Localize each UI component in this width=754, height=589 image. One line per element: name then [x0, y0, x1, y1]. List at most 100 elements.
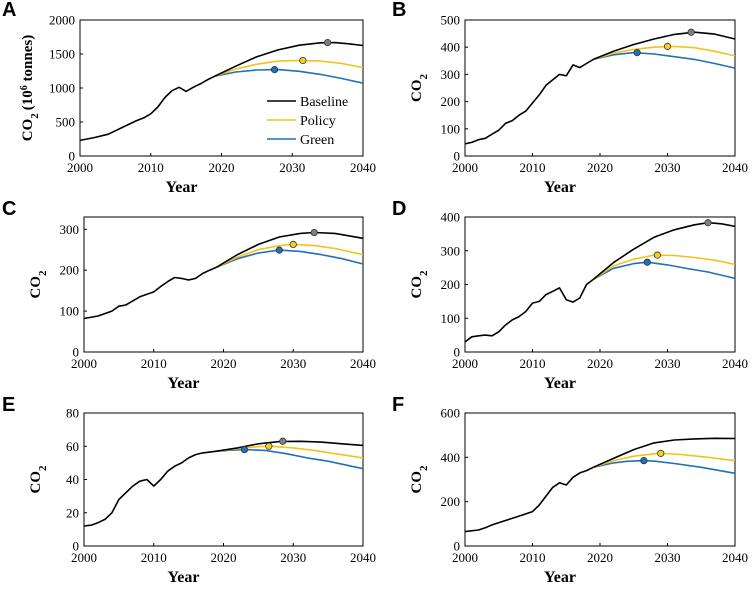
x-tick-label: 2010 — [141, 550, 167, 565]
green-peak-marker — [275, 246, 283, 254]
x-tick-label: 2040 — [722, 356, 748, 371]
x-tick-label: 2020 — [587, 550, 613, 565]
panel-label: D — [392, 198, 406, 220]
y-axis-label-subscript: 2 — [418, 74, 430, 80]
y-tick-label: 600 — [441, 406, 461, 421]
y-tick-label: 100 — [441, 121, 461, 136]
baseline-peak-marker — [310, 228, 318, 237]
y-tick-label: 0 — [454, 539, 461, 554]
legend-label-green: Green — [300, 133, 334, 148]
y-tick-label: 0 — [69, 149, 76, 164]
x-tick-label: 2010 — [138, 160, 164, 175]
policy-scenario-line — [593, 45, 736, 61]
historical-emissions-line — [83, 450, 217, 527]
policy-peak-marker — [663, 42, 672, 50]
y-axis-label-main: CO — [409, 276, 425, 299]
policy-scenario-line — [593, 452, 736, 469]
y-axis-label-main: CO — [20, 119, 36, 142]
plot-frame — [83, 412, 364, 547]
x-tick-label: 2040 — [722, 550, 748, 565]
x-tick-label: 2010 — [520, 160, 546, 175]
y-tick-label: 100 — [441, 311, 461, 326]
y-tick-label: 200 — [441, 277, 461, 292]
y-axis-label-main: CO — [28, 471, 44, 494]
x-tick-label: 2020 — [587, 160, 613, 175]
legend-label-baseline: Baseline — [300, 95, 348, 110]
x-tick-label: 2020 — [209, 160, 235, 175]
y-axis-label: CO2 — [28, 465, 49, 494]
x-tick-label: 2040 — [722, 160, 748, 175]
historical-emissions-line — [79, 75, 215, 142]
panel-c: C 2000 2010 2020 2030 2040 0 100 200 300 Year CO2 — [2, 198, 376, 392]
green-scenario-line — [592, 261, 736, 281]
policy-scenario-line — [216, 243, 364, 269]
y-tick-label: 1500 — [49, 47, 75, 62]
y-tick-label: 500 — [56, 115, 76, 130]
x-tick-label: 2030 — [655, 550, 681, 565]
y-axis-label-subscript: 2 — [418, 270, 430, 276]
green-peak-marker — [633, 49, 641, 57]
panel-label: F — [392, 394, 404, 416]
panel-label: C — [2, 198, 16, 220]
y-tick-label: 80 — [66, 406, 79, 421]
x-tick-label: 2000 — [452, 356, 478, 371]
x-tick-label: 2040 — [350, 550, 376, 565]
y-axis-label-unit-end: tonnes) — [20, 35, 36, 85]
y-axis-label: CO2 (106 tonnes) — [19, 35, 42, 141]
x-axis-label: Year — [544, 569, 576, 586]
x-tick-label: 2020 — [587, 356, 613, 371]
policy-scenario-line — [216, 445, 364, 459]
legend: Baseline Policy Green — [267, 95, 348, 148]
y-axis-label: CO2 — [28, 270, 49, 299]
green-peak-marker — [640, 457, 648, 465]
panel-label: A — [2, 0, 16, 21]
y-axis-label: CO2 — [409, 270, 430, 299]
y-axis-label-unit-exponent: 6 — [19, 85, 30, 90]
y-axis-label-subscript: 2 — [37, 465, 49, 471]
plot-frame — [464, 412, 736, 547]
x-axis-label: Year — [168, 569, 200, 586]
x-tick-label: 2010 — [141, 356, 167, 371]
historical-emissions-line — [464, 278, 594, 343]
green-scenario-line — [593, 51, 736, 69]
y-tick-label: 500 — [441, 13, 461, 28]
y-axis-label: CO2 — [409, 74, 430, 103]
x-tick-label: 2020 — [211, 550, 237, 565]
panel-b: B 2000 2010 2020 2030 2040 0 100 200 300 400 500 Yea… — [392, 0, 748, 196]
y-tick-label: 400 — [441, 450, 461, 465]
x-tick-label: 2020 — [211, 356, 237, 371]
y-tick-label: 0 — [73, 539, 80, 554]
x-tick-label: 2040 — [350, 160, 376, 175]
policy-peak-marker — [653, 251, 661, 259]
plot-frame — [83, 216, 364, 353]
y-tick-label: 60 — [66, 439, 79, 454]
y-tick-label: 200 — [60, 263, 80, 278]
baseline-scenario-line — [592, 221, 736, 281]
panel-label: B — [392, 0, 406, 21]
x-tick-label: 2000 — [452, 550, 478, 565]
baseline-peak-marker — [279, 437, 287, 445]
baseline-scenario-line — [216, 231, 364, 268]
y-tick-label: 300 — [441, 243, 461, 258]
x-axis-label: Year — [544, 179, 576, 196]
x-tick-label: 2030 — [655, 160, 681, 175]
policy-peak-marker — [299, 56, 307, 65]
policy-peak-marker — [265, 442, 273, 450]
y-tick-label: 0 — [454, 345, 461, 360]
x-tick-label: 2030 — [280, 356, 306, 371]
y-axis-label: CO2 — [409, 465, 430, 494]
y-tick-label: 20 — [66, 505, 79, 520]
policy-peak-marker — [657, 449, 665, 457]
x-tick-label: 2030 — [280, 550, 306, 565]
x-tick-label: 2000 — [71, 356, 97, 371]
y-axis-label-subscript: 2 — [37, 270, 49, 276]
y-tick-label: 200 — [441, 494, 461, 509]
y-axis-label-subscript: 2 — [29, 113, 41, 119]
panel-a: A 2000 2010 2020 2030 2040 0 500 1000 1500 2000 Yea… — [2, 0, 376, 196]
baseline-scenario-line — [216, 440, 364, 452]
baseline-scenario-line — [214, 41, 364, 78]
policy-peak-marker — [289, 240, 297, 249]
x-tick-label: 2000 — [452, 160, 478, 175]
x-tick-label: 2000 — [67, 160, 93, 175]
